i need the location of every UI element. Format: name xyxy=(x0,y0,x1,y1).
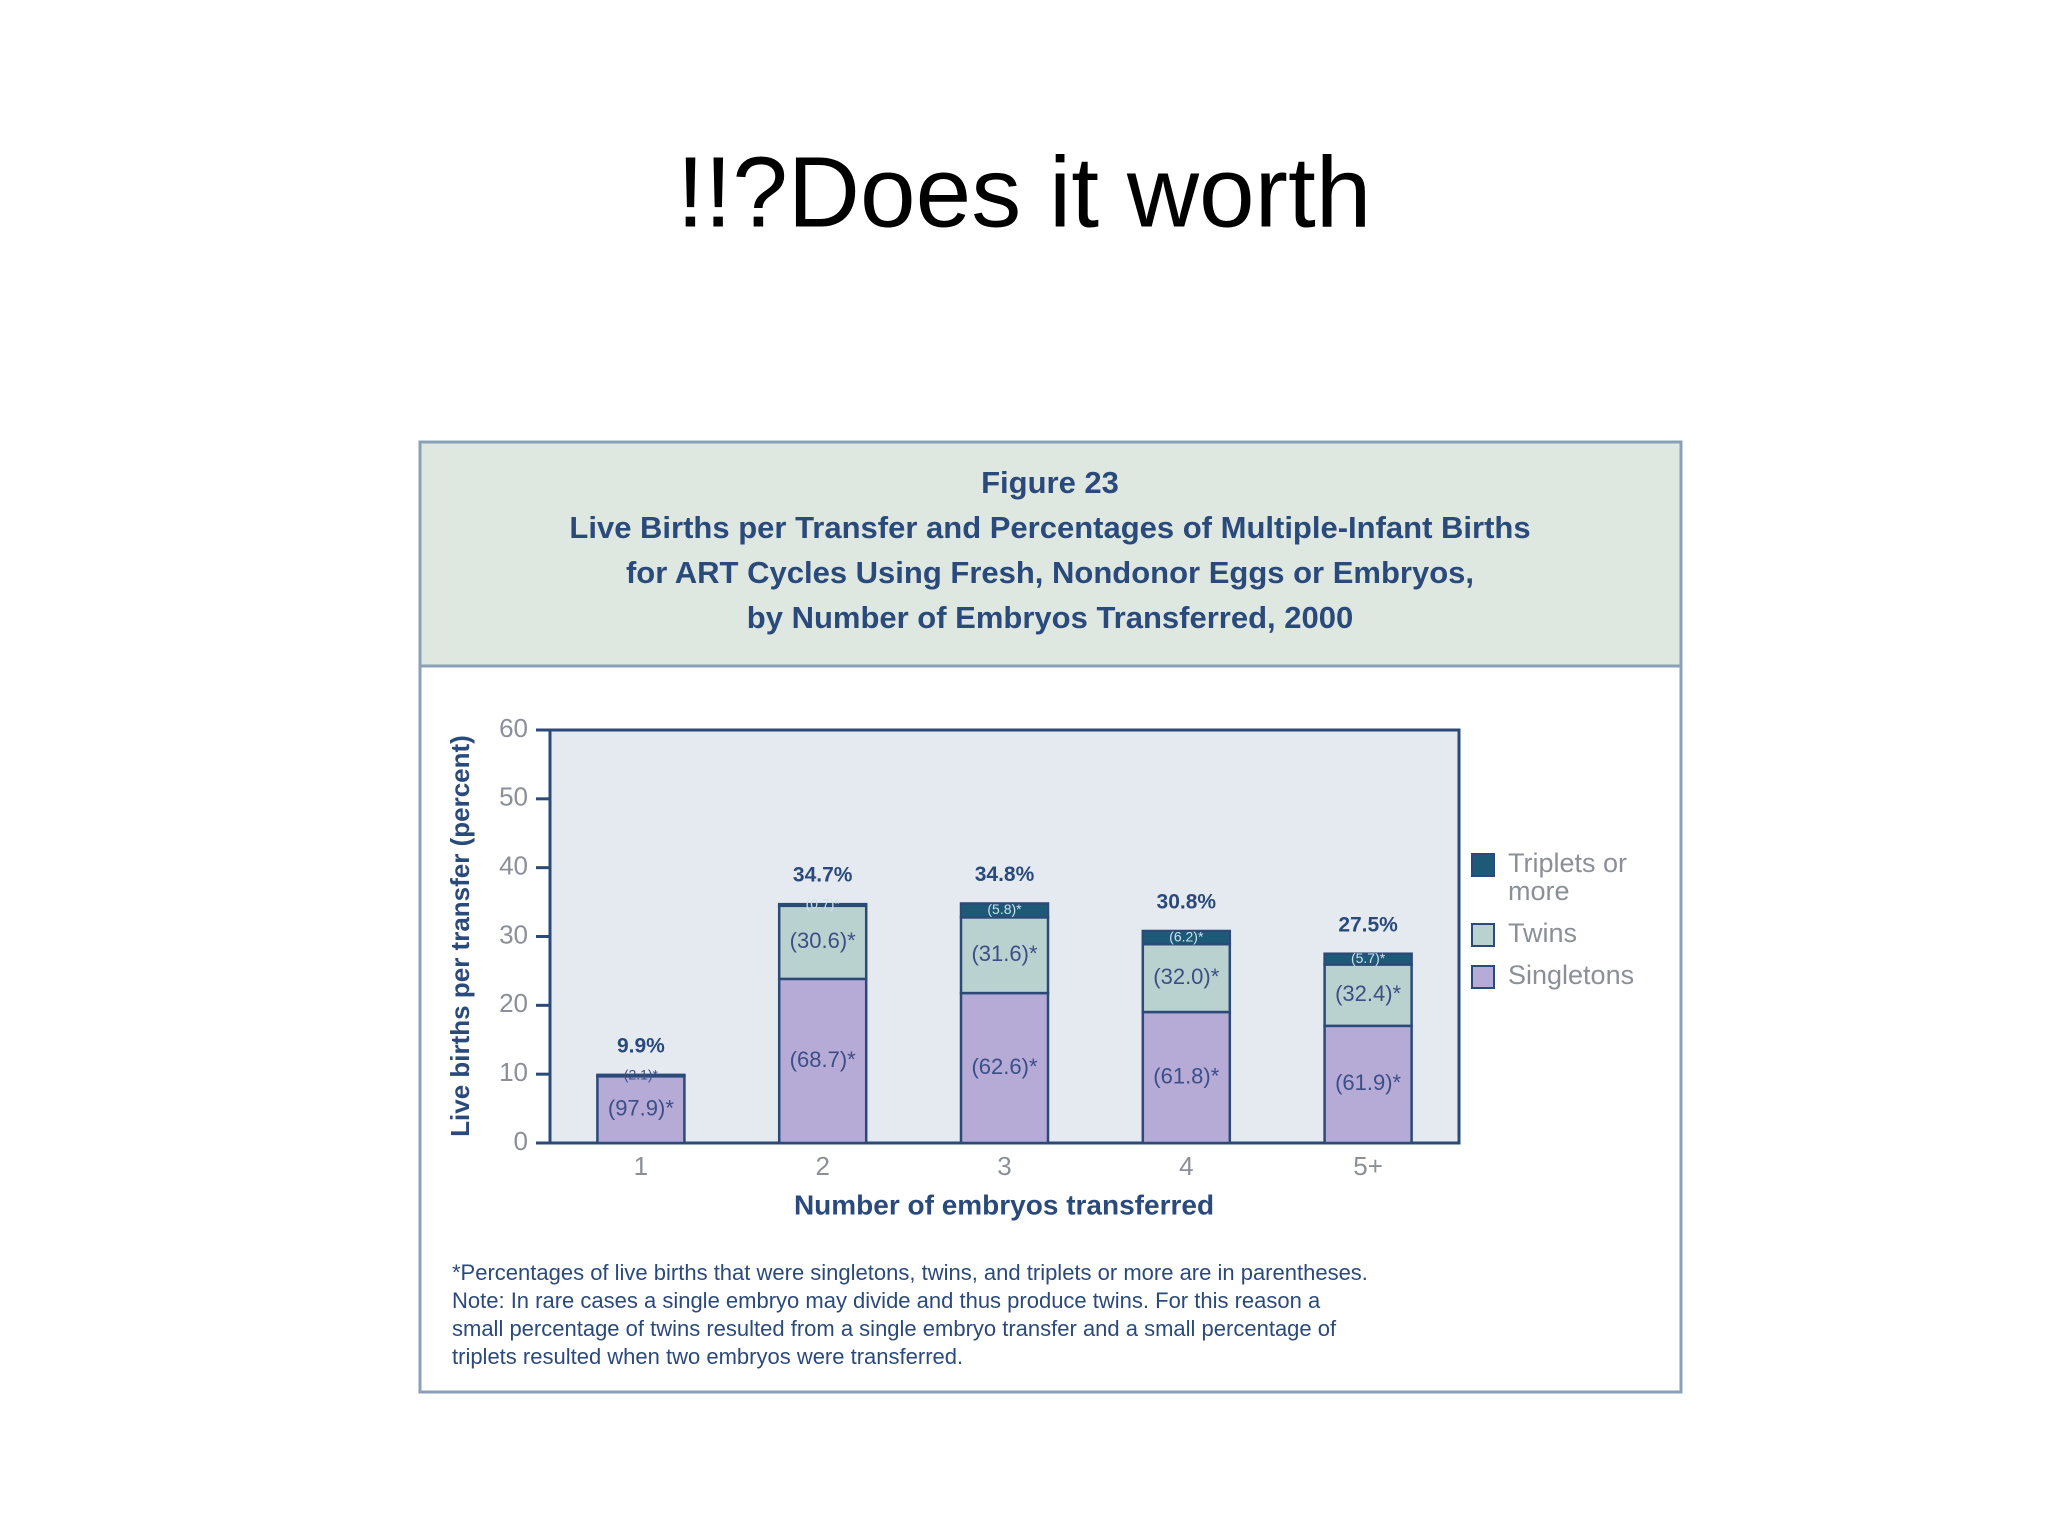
bar-segment xyxy=(596,1073,686,1078)
x-axis-label: Number of embryos transferred xyxy=(794,1189,1214,1220)
y-tick-label: 20 xyxy=(499,988,528,1018)
y-tick-label: 10 xyxy=(499,1057,528,1087)
share-label: (61.9)* xyxy=(1335,1070,1401,1095)
figure-title: Live Births per Transfer and Percentages… xyxy=(569,510,1530,545)
bar-segment xyxy=(777,902,868,908)
x-tick-label: 5+ xyxy=(1353,1151,1383,1181)
total-label: 27.5% xyxy=(1338,913,1398,936)
share-label: (2.1)* xyxy=(624,1066,659,1082)
x-tick-label: 4 xyxy=(1179,1151,1193,1181)
slide-title: !!?Does it worth xyxy=(677,136,1372,248)
figure-header xyxy=(418,440,1683,668)
total-label: 9.9% xyxy=(617,1034,665,1057)
x-tick-label: 1 xyxy=(634,1151,648,1181)
bar-segment xyxy=(1323,963,1413,1028)
footnote: triplets resulted when two embryos were … xyxy=(452,1344,963,1369)
y-tick-label: 40 xyxy=(499,851,528,881)
y-tick-label: 0 xyxy=(514,1126,528,1156)
bar-segment xyxy=(959,991,1050,1145)
total-label: 34.7% xyxy=(793,864,853,887)
bar-segment xyxy=(1141,1010,1232,1145)
legend-label: Triplets or more xyxy=(1508,848,1627,906)
figure-title: for ART Cycles Using Fresh, Nondonor Egg… xyxy=(626,555,1474,590)
x-tick-label: 2 xyxy=(815,1151,829,1181)
legend-swatch xyxy=(1471,965,1495,989)
bar-segment xyxy=(777,977,868,1145)
footnote: small percentage of twins resulted from … xyxy=(452,1316,1337,1341)
bar-segment xyxy=(777,904,868,981)
share-label: (32.0)* xyxy=(1153,964,1219,989)
bar-segment xyxy=(596,1075,686,1145)
y-tick-label: 50 xyxy=(499,782,528,812)
total-label: 34.8% xyxy=(975,863,1035,886)
figure-title: by Number of Embryos Transferred, 2000 xyxy=(747,600,1353,635)
share-label: (6.2)* xyxy=(1169,928,1204,944)
figure-label: Figure 23 xyxy=(981,465,1119,500)
legend-swatch xyxy=(1471,923,1495,947)
share-label: (0.7)* xyxy=(806,896,841,912)
footnote: *Percentages of live births that were si… xyxy=(452,1260,1368,1285)
bar-segment xyxy=(1141,929,1232,946)
share-label: (5.8)* xyxy=(987,901,1022,917)
share-label: (68.7)* xyxy=(790,1047,856,1072)
share-label: (32.4)* xyxy=(1335,981,1401,1006)
share-label: (97.9)* xyxy=(608,1095,674,1120)
footnote: Note: In rare cases a single embryo may … xyxy=(452,1288,1321,1313)
share-label: (62.6)* xyxy=(971,1054,1037,1079)
share-label: (5.7)* xyxy=(1351,950,1386,966)
legend-swatch xyxy=(1471,853,1495,877)
total-label: 30.8% xyxy=(1157,891,1217,914)
y-tick-label: 30 xyxy=(499,919,528,949)
share-label: (30.6)* xyxy=(790,928,856,953)
share-label: (61.8)* xyxy=(1153,1063,1219,1088)
y-tick-label: 60 xyxy=(499,713,528,743)
legend-label: Twins xyxy=(1508,918,1577,948)
bar-segment xyxy=(1323,952,1413,966)
y-axis-label: Live births per transfer (percent) xyxy=(445,735,475,1137)
x-tick-label: 3 xyxy=(997,1151,1011,1181)
bar-segment xyxy=(1323,1024,1413,1145)
share-label: (31.6)* xyxy=(971,941,1037,966)
legend-label: Singletons xyxy=(1508,960,1634,990)
bar-segment xyxy=(959,902,1050,919)
